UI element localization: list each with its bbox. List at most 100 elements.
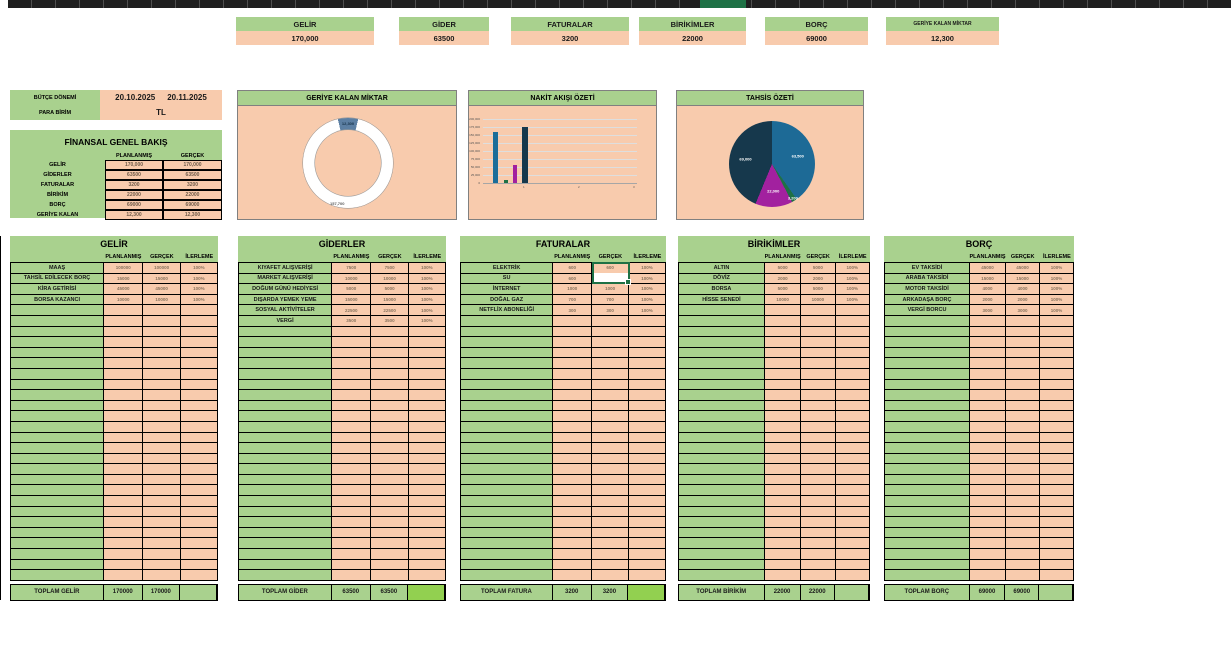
row-name-cell[interactable]	[11, 464, 105, 474]
actual-cell[interactable]	[143, 464, 181, 474]
planned-cell[interactable]	[553, 485, 593, 496]
progress-cell[interactable]	[408, 453, 446, 464]
actual-cell[interactable]	[801, 400, 836, 411]
row-name-cell[interactable]	[461, 400, 554, 411]
planned-cell[interactable]	[553, 559, 593, 570]
selection-box[interactable]	[592, 262, 631, 285]
planned-cell[interactable]	[970, 496, 1006, 506]
planned-cell[interactable]	[970, 421, 1006, 432]
progress-cell[interactable]: 100%	[1039, 294, 1074, 305]
actual-cell[interactable]	[1005, 453, 1040, 464]
row-name-cell[interactable]	[11, 474, 105, 485]
planned-cell[interactable]: 15000	[332, 294, 372, 305]
progress-cell[interactable]	[180, 570, 218, 580]
planned-cell[interactable]	[553, 549, 593, 559]
progress-cell[interactable]	[835, 347, 870, 358]
actual-cell[interactable]	[1005, 390, 1040, 400]
planned-cell[interactable]	[104, 496, 144, 506]
row-name-cell[interactable]	[11, 517, 105, 527]
planned-cell[interactable]	[332, 453, 372, 464]
progress-cell[interactable]	[629, 421, 666, 432]
progress-cell[interactable]	[408, 421, 446, 432]
progress-cell[interactable]	[1039, 474, 1074, 485]
planned-cell[interactable]	[970, 506, 1006, 517]
actual-cell[interactable]	[1005, 443, 1040, 453]
actual-cell[interactable]: 45000	[1005, 263, 1040, 273]
actual-cell[interactable]	[371, 464, 409, 474]
actual-cell[interactable]	[592, 570, 630, 580]
actual-cell[interactable]: 100000	[143, 263, 181, 273]
actual-cell[interactable]	[592, 485, 630, 496]
row-name-cell[interactable]	[239, 538, 333, 549]
row-name-cell[interactable]	[461, 453, 554, 464]
actual-cell[interactable]	[143, 337, 181, 347]
row-name-cell[interactable]	[679, 474, 765, 485]
planned-cell[interactable]: 45000	[104, 284, 144, 294]
overview-row-label[interactable]: FATURALAR	[40, 182, 75, 188]
planned-cell[interactable]	[553, 347, 593, 358]
row-name-cell[interactable]	[885, 347, 971, 358]
row-name-cell[interactable]	[11, 347, 105, 358]
planned-cell[interactable]	[104, 347, 144, 358]
actual-cell[interactable]	[592, 337, 630, 347]
row-name-cell[interactable]	[239, 485, 333, 496]
progress-cell[interactable]	[835, 538, 870, 549]
progress-cell[interactable]	[180, 379, 218, 390]
planned-cell[interactable]	[970, 390, 1006, 400]
actual-cell[interactable]	[592, 559, 630, 570]
planned-cell[interactable]	[970, 485, 1006, 496]
planned-cell[interactable]: 3500	[332, 315, 372, 326]
progress-cell[interactable]	[835, 443, 870, 453]
actual-cell[interactable]	[143, 379, 181, 390]
overview-planned-cell[interactable]: 12,300	[105, 210, 163, 220]
actual-cell[interactable]	[801, 538, 836, 549]
planned-cell[interactable]	[553, 411, 593, 421]
row-name-cell[interactable]	[11, 358, 105, 368]
progress-cell[interactable]	[835, 506, 870, 517]
actual-cell[interactable]	[801, 443, 836, 453]
planned-cell[interactable]	[970, 326, 1006, 337]
row-name-cell[interactable]	[679, 485, 765, 496]
actual-cell[interactable]	[801, 358, 836, 368]
progress-cell[interactable]	[180, 400, 218, 411]
total-label-cell[interactable]: TOPLAM BİRİKİM	[679, 584, 765, 600]
row-name-cell[interactable]	[239, 517, 333, 527]
row-name-cell[interactable]: ARKADAŞA BORÇ	[885, 294, 971, 305]
progress-cell[interactable]	[629, 443, 666, 453]
progress-cell[interactable]	[835, 326, 870, 337]
row-name-cell[interactable]	[11, 390, 105, 400]
progress-cell[interactable]: 100%	[629, 263, 666, 273]
actual-cell[interactable]	[143, 496, 181, 506]
row-name-cell[interactable]	[11, 432, 105, 443]
progress-cell[interactable]	[408, 337, 446, 347]
planned-cell[interactable]	[553, 421, 593, 432]
planned-cell[interactable]	[970, 358, 1006, 368]
row-name-cell[interactable]	[11, 368, 105, 379]
overview-planned-cell[interactable]: 63500	[105, 170, 163, 180]
total-progress-cell[interactable]	[179, 584, 217, 600]
planned-cell[interactable]: 15000	[970, 273, 1006, 284]
progress-cell[interactable]	[629, 517, 666, 527]
planned-cell[interactable]	[970, 411, 1006, 421]
row-name-cell[interactable]	[885, 549, 971, 559]
progress-cell[interactable]: 100%	[629, 284, 666, 294]
row-name-cell[interactable]	[679, 347, 765, 358]
row-name-cell[interactable]: BORSA KAZANCI	[11, 294, 105, 305]
progress-cell[interactable]: 100%	[408, 273, 446, 284]
row-name-cell[interactable]	[679, 517, 765, 527]
progress-cell[interactable]	[1039, 443, 1074, 453]
progress-cell[interactable]	[408, 368, 446, 379]
actual-cell[interactable]	[371, 527, 409, 538]
actual-cell[interactable]	[1005, 326, 1040, 337]
total-planned-cell[interactable]: 63500	[331, 584, 371, 600]
progress-cell[interactable]	[408, 464, 446, 474]
planned-cell[interactable]	[764, 315, 802, 326]
overview-row-label[interactable]: GELİR	[49, 162, 66, 168]
planned-cell[interactable]	[764, 496, 802, 506]
bar-chart-panel[interactable]: NAKİT AKIŞI ÖZETİ 0 25,000 50,000 75,000 100…	[468, 90, 657, 220]
planned-cell[interactable]: 22500	[332, 305, 372, 315]
planned-cell[interactable]	[332, 464, 372, 474]
row-name-cell[interactable]	[885, 358, 971, 368]
progress-cell[interactable]	[408, 474, 446, 485]
planned-cell[interactable]	[764, 368, 802, 379]
